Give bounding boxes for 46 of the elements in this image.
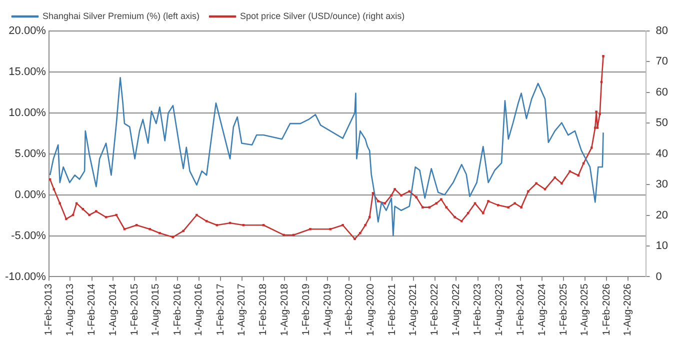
x-tick-label: 1-Feb-2016: [172, 283, 184, 336]
x-tick-label: 1-Aug-2024: [536, 283, 548, 336]
x-tick-label: 1-Aug-2019: [322, 283, 334, 336]
x-tick-label: 1-Feb-2019: [301, 283, 312, 336]
x-tick-label: 1-Feb-2022: [430, 283, 441, 336]
x-tick-label: 1-Feb-2013: [44, 283, 55, 336]
x-tick-label: 1-Aug-2023: [494, 283, 505, 336]
y2-tick-label: 20: [656, 209, 668, 222]
y-tick-label: 15.00%: [8, 66, 46, 78]
y2-tick-label: 30: [656, 178, 668, 191]
x-tick-label: 1-Aug-2022: [450, 283, 462, 336]
x-tick-label: 1-Feb-2021: [386, 283, 398, 336]
x-tick-label: 1-Aug-2016: [194, 283, 205, 336]
x-tick-label: 1-Feb-2024: [515, 283, 526, 336]
y-tick-label: 20.00%: [8, 25, 46, 38]
y2-tick-label: 50: [656, 117, 668, 130]
y2-tick-label: 80: [656, 25, 668, 38]
y2-tick-label: 70: [656, 56, 668, 68]
y-tick-label: 5.00%: [14, 148, 46, 160]
y2-tick-label: 40: [656, 148, 668, 160]
y2-tick-label: 10: [656, 240, 668, 252]
x-tick-label: 1-Aug-2021: [408, 283, 420, 336]
x-tick-label: 1-Feb-2014: [86, 283, 98, 336]
x-tick-label: 1-Aug-2015: [150, 283, 162, 336]
x-tick-label: 1-Aug-2014: [108, 283, 119, 336]
y-tick-label: -10.00%: [4, 270, 46, 283]
x-tick-label: 1-Aug-2026: [622, 283, 634, 336]
x-tick-label: 1-Feb-2023: [472, 283, 484, 336]
y-tick-label: -5.00%: [11, 230, 46, 242]
y2-tick-label: 0: [656, 270, 662, 283]
x-tick-label: 1-Feb-2017: [215, 283, 226, 336]
y-tick-label: 0.00%: [14, 188, 46, 201]
x-tick-label: 1-Feb-2018: [258, 283, 270, 336]
legend-label: Shanghai Silver Premium (%) (left axis): [42, 10, 200, 21]
x-tick-label: 1-Aug-2013: [64, 283, 76, 336]
y-tick-label: 10.00%: [8, 106, 46, 119]
x-tick-label: 1-Feb-2025: [558, 283, 570, 336]
y2-tick-label: 60: [656, 86, 668, 98]
legend-label: Spot price Silver (USD/ounce) (right axis): [240, 10, 405, 21]
x-tick-label: 1-Aug-2018: [279, 283, 290, 336]
x-tick-label: 1-Feb-2015: [129, 283, 140, 336]
x-tick-label: 1-Aug-2017: [236, 283, 248, 336]
x-tick-label: 1-Aug-2025: [580, 283, 591, 336]
x-tick-label: 1-Aug-2020: [365, 283, 376, 336]
x-tick-label: 1-Feb-2026: [601, 283, 612, 336]
x-tick-label: 1-Feb-2020: [344, 283, 355, 336]
